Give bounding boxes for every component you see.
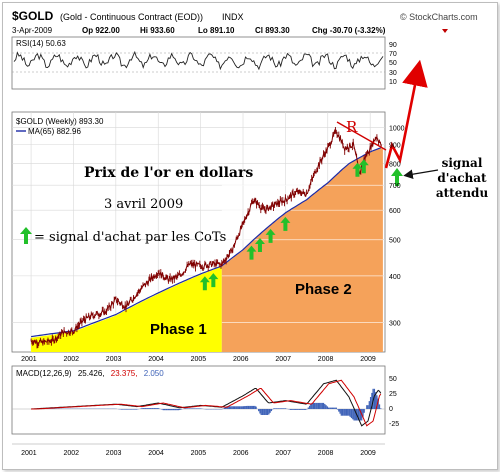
copyright-label: © StockCharts.com [400,12,478,22]
price-tick: 400 [389,274,401,281]
macd-label-prefix: MACD(12,26,9) [16,369,72,378]
pointer-arrow-icon [403,169,439,179]
description-label: (Gold - Continuous Contract (EOD)) [60,12,203,22]
rsi-tick-30: 30 [389,70,397,77]
buy-signal-arrow-icon [265,228,276,243]
projection-arrow-icon [384,59,428,169]
legend-arrow-icon [20,227,32,244]
macd-tick-50: 50 [389,376,397,383]
macd-signal-line [31,379,382,427]
rsi-label: RSI(14) 50.63 [16,39,66,48]
macd-panel [11,365,386,435]
date-label: 3-Apr-2009 [12,26,53,35]
price-x-axis: 2001 2002 2003 2004 2005 2006 2007 2008 2009 [21,356,376,363]
year-tick: 2006 [233,450,249,457]
rsi-tick-50: 50 [389,60,397,67]
rsi-series [13,50,384,71]
macd-tick-25: 25 [389,391,397,398]
year-tick: 2007 [275,450,291,457]
year-tick: 2004 [148,356,164,363]
symbol-label: $GOLD [12,9,54,23]
buy-signal-arrow-icon [208,273,219,288]
phase2-label: Phase 2 [295,281,352,298]
price-tick: 500 [389,238,401,245]
year-tick: 2004 [148,450,164,457]
macd-tick-minus25: -25 [389,421,399,428]
macd-x-axis: 2001 2002 2003 2004 2005 2006 2007 2008 2009 [12,443,385,457]
buy-signal-arrow-icon [280,216,291,231]
year-tick: 2008 [318,450,334,457]
year-tick: 2007 [275,356,291,363]
high-label: Hi 933.60 [140,26,175,35]
macd-histogram-value: 2.050 [144,369,165,378]
buy-signal-arrow-icon [358,159,369,174]
phase2-grid [221,184,383,323]
buy-signals [199,159,369,291]
year-tick: 2002 [64,450,80,457]
close-label: Cl 893.30 [255,26,290,35]
buy-signal-arrow-icon [254,237,265,252]
buy-signal-arrow-icon [199,276,210,291]
ma-label: MA(65) 882.96 [28,127,81,136]
chart-title: Prix de l'or en dollars [84,165,253,181]
year-tick: 2003 [106,450,122,457]
buy-signal-arrow-icon [246,245,257,260]
chart-date: 3 avril 2009 [104,197,183,212]
rsi-tick-70: 70 [389,51,397,58]
low-label: Lo 891.10 [198,26,235,35]
exchange-label: INDX [222,12,244,22]
change-down-icon [442,29,448,33]
change-label: Chg -30.70 (-3.32%) [312,26,386,35]
phase1-label: Phase 1 [150,321,207,338]
year-tick: 2005 [191,450,207,457]
phase1-area [31,266,222,352]
signal-text-3: attendu [436,186,489,200]
rsi-panel [11,36,386,90]
macd-value: 25.426, [78,369,105,378]
macd-label: MACD(12,26,9) 25.426, 23.375, 2.050 [16,369,164,378]
resistance-label: R [346,118,358,136]
expected-signal-arrow-icon [391,168,403,186]
year-tick: 2009 [360,450,376,457]
resistance-line [336,121,387,151]
year-tick: 2005 [191,356,207,363]
rsi-tick-90: 90 [389,42,397,49]
price-tick: 900 [389,143,401,150]
price-tick: 700 [389,183,401,190]
year-tick: 2001 [21,356,37,363]
ma-series [31,147,382,338]
signal-text-2: d'achat [437,171,487,185]
price-tick: 300 [389,321,401,328]
year-tick: 2002 [64,356,80,363]
year-tick: 2009 [360,356,376,363]
macd-tick-0: 0 [389,406,393,413]
price-series [30,128,382,345]
year-tick: 2001 [21,450,37,457]
macd-signal-value: 23.375, [111,369,138,378]
price-label: $GOLD (Weekly) 893.30 [16,117,104,126]
open-label: Op 922.00 [82,26,120,35]
buy-signal-arrow-icon [352,162,363,177]
year-tick: 2006 [233,356,249,363]
price-tick: 600 [389,208,401,215]
price-tick: 800 [389,162,401,169]
year-tick: 2003 [106,356,122,363]
legend-text: = signal d'achat par les CoTs [34,230,226,245]
rsi-tick-10: 10 [389,79,397,86]
price-y-axis: 1000 900 800 700 600 500 400 300 [389,125,405,327]
signal-text-1: signal [442,156,483,170]
year-tick: 2008 [318,356,334,363]
phase2-area [221,148,383,352]
price-tick: 1000 [389,125,405,132]
